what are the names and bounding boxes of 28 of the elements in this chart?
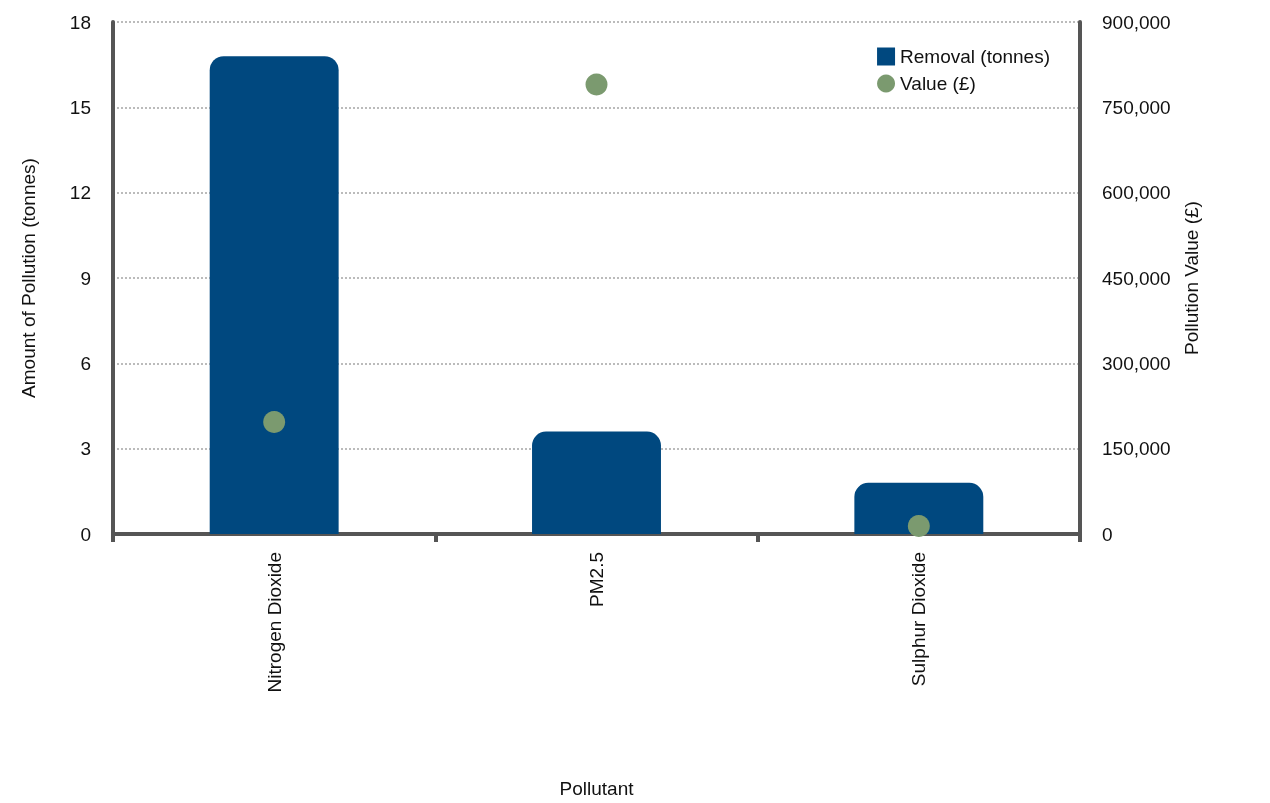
y2-tick-label: 0 (1102, 523, 1113, 545)
point (263, 410, 286, 433)
y-tick-label: 6 (80, 352, 91, 374)
y2-tick-label: 300,000 (1102, 352, 1171, 374)
y-tick-label: 0 (80, 523, 91, 545)
y2-axis-title: Pollution Value (£) (1180, 201, 1202, 355)
point (907, 515, 930, 538)
legend-label: Removal (tonnes) (900, 46, 1050, 67)
bar (532, 431, 661, 534)
legend-label: Value (£) (900, 73, 976, 94)
y-tick-label: 9 (80, 267, 91, 289)
y2-tick-label: 600,000 (1102, 182, 1171, 204)
y-tick-label: 3 (80, 438, 91, 460)
x-axis-title: Pollutant (559, 778, 635, 799)
x-tick-label: PM2.5 (586, 552, 607, 607)
y-axis-title: Amount of Pollution (tonnes) (18, 158, 39, 398)
x-tick-label: Sulphur Dioxide (908, 552, 930, 687)
y2-tick-label: 150,000 (1102, 438, 1171, 460)
bar (209, 56, 339, 534)
y-tick-label: 12 (69, 182, 91, 204)
point (585, 73, 608, 96)
bar (854, 482, 984, 534)
x-tick-label: Nitrogen Dioxide (263, 552, 285, 693)
y2-tick-label: 900,000 (1102, 11, 1171, 33)
y2-tick-label: 450,000 (1102, 267, 1171, 289)
y2-tick-label: 750,000 (1102, 96, 1171, 118)
y-tick-label: 18 (69, 11, 91, 33)
y-tick-label: 15 (69, 96, 91, 118)
